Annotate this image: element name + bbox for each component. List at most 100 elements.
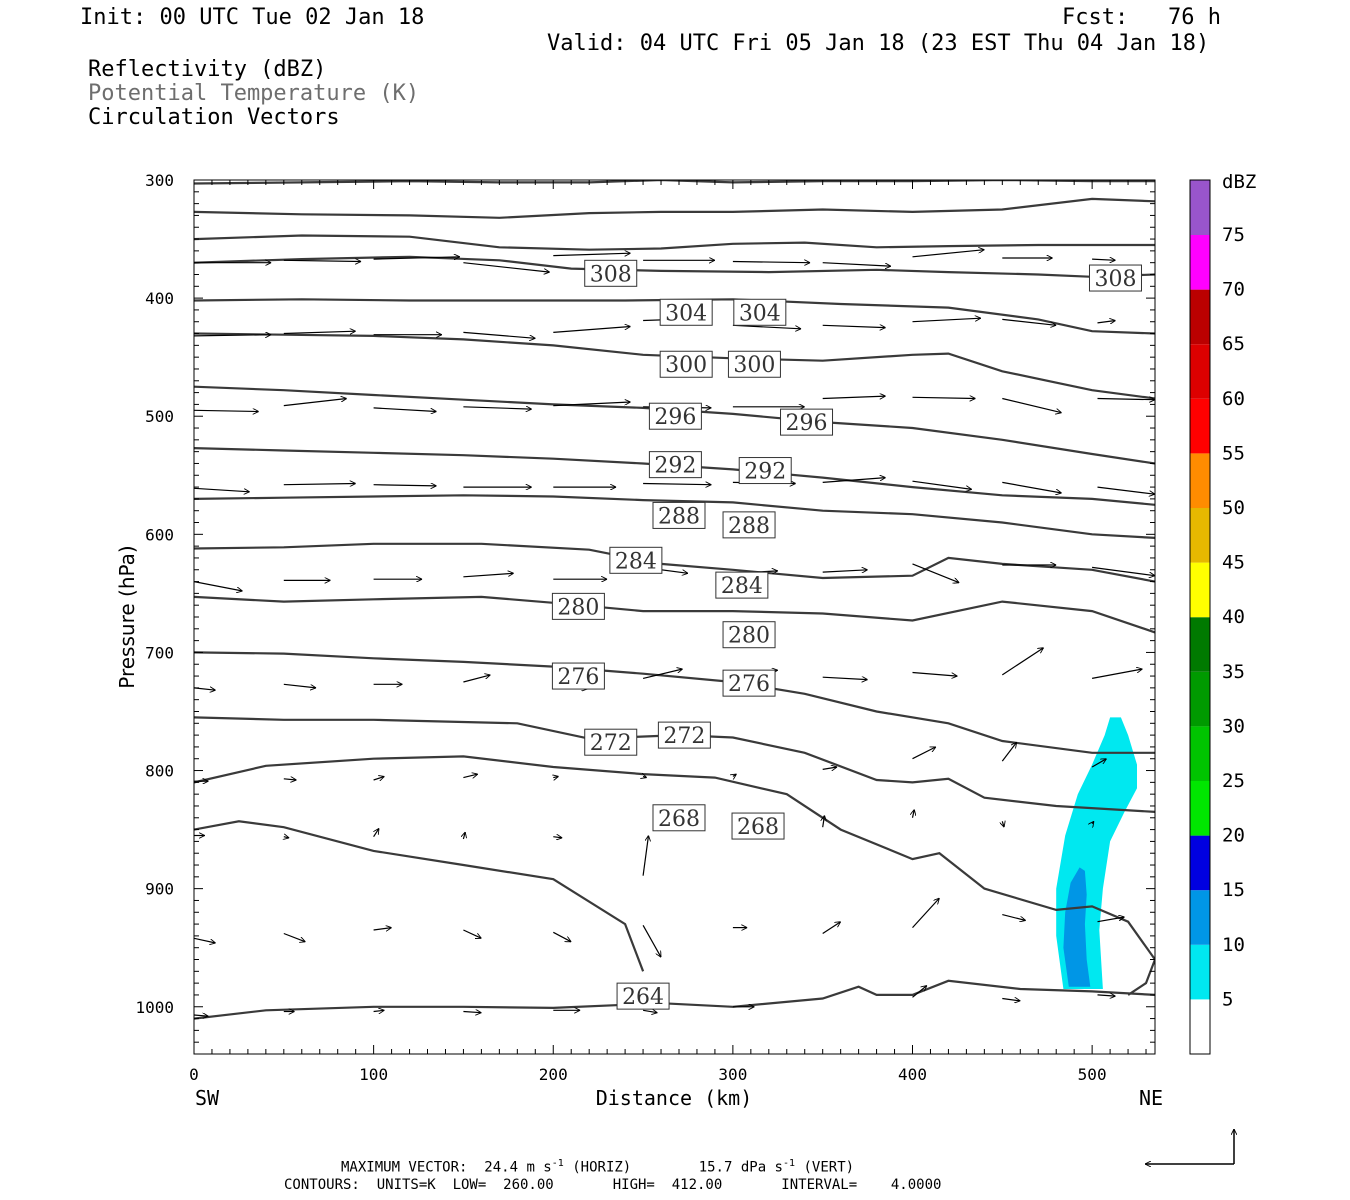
contour-label-box bbox=[733, 298, 787, 326]
contour-label: 300 bbox=[665, 353, 707, 378]
circulation-vector bbox=[912, 318, 981, 323]
contour-label-box bbox=[652, 501, 706, 529]
circulation-vector bbox=[373, 257, 460, 259]
colorbar-level-label: 10 bbox=[1222, 934, 1245, 956]
circulation-vector bbox=[194, 487, 250, 492]
circulation-vector bbox=[373, 828, 379, 838]
circulation-vector bbox=[373, 1010, 385, 1011]
contour-label: 276 bbox=[557, 665, 599, 690]
max-horiz-value: 24.4 bbox=[484, 1159, 519, 1176]
max-horiz-exponent: -1 bbox=[551, 1158, 564, 1169]
colorbar-level-label: 15 bbox=[1222, 879, 1245, 901]
circulation-vector bbox=[1091, 758, 1106, 768]
circulation-vector bbox=[283, 331, 356, 333]
circulation-vector bbox=[643, 1010, 657, 1012]
max-vert-tag: (VERT) bbox=[803, 1159, 855, 1176]
contour-label: 304 bbox=[739, 301, 781, 326]
circulation-vector bbox=[283, 399, 347, 407]
circulation-vector bbox=[643, 776, 647, 777]
contour-label: 280 bbox=[557, 595, 599, 620]
max-horiz-tag: (HORIZ) bbox=[572, 1159, 632, 1176]
circulation-vector bbox=[463, 331, 535, 338]
circulation-vector bbox=[553, 837, 562, 838]
circulation-vector bbox=[1001, 742, 1016, 762]
circulation-vector bbox=[913, 810, 915, 818]
circulation-vector bbox=[912, 563, 960, 583]
theta-contour-312 bbox=[194, 234, 1155, 251]
forecast-hour-text: Fcst: 76 h bbox=[1062, 5, 1221, 30]
colorbar-swatch-45 bbox=[1190, 508, 1210, 563]
circulation-vector bbox=[194, 410, 259, 411]
x-axis-right-label: NE bbox=[1139, 1086, 1163, 1110]
circulation-vector bbox=[373, 485, 437, 486]
contour-label: 308 bbox=[1094, 267, 1136, 292]
theta-contour-268 bbox=[194, 820, 645, 972]
x-tick-label: 200 bbox=[539, 1065, 568, 1084]
contour-label: 288 bbox=[728, 514, 770, 539]
theta-contour-284 bbox=[194, 542, 1155, 583]
circulation-vector bbox=[284, 837, 289, 838]
max-vert-units: dPa s bbox=[740, 1159, 783, 1176]
contour-label-box bbox=[652, 804, 706, 832]
contour-label: 280 bbox=[728, 624, 770, 649]
contour-label-box bbox=[648, 402, 702, 430]
circulation-vector bbox=[463, 675, 490, 683]
contour-label: 296 bbox=[654, 405, 696, 430]
colorbar-swatch-20 bbox=[1190, 781, 1210, 836]
colorbar-level-label: 50 bbox=[1222, 497, 1245, 519]
circulation-vector bbox=[283, 932, 306, 942]
colorbar-swatch-65 bbox=[1190, 289, 1210, 345]
circulation-vector bbox=[553, 402, 630, 407]
circulation-vector bbox=[463, 262, 549, 272]
x-axis-left-label: SW bbox=[195, 1086, 220, 1110]
circulation-vector bbox=[912, 250, 985, 258]
circulation-vector bbox=[912, 986, 927, 998]
colorbar-level-label: 45 bbox=[1222, 552, 1245, 574]
colorbar-swatch-40 bbox=[1190, 562, 1210, 618]
y-tick-label: 900 bbox=[145, 880, 174, 899]
contour-label-box bbox=[715, 571, 769, 599]
circulation-vector bbox=[642, 669, 683, 679]
contour-label-box bbox=[722, 621, 776, 649]
colorbar-swatch-25 bbox=[1190, 726, 1210, 781]
circulation-vector bbox=[553, 253, 630, 255]
axes: 0 100 200 300 400 500 300 400 500 600 700 800 900 100… bbox=[135, 171, 1155, 1084]
colorbar-swatch-30 bbox=[1190, 671, 1210, 727]
circulation-vector bbox=[194, 1015, 208, 1016]
circulation-vector bbox=[553, 776, 558, 777]
colorbar-swatch-55 bbox=[1190, 398, 1210, 454]
colorbar-level-label: 75 bbox=[1222, 224, 1245, 246]
circulation-vector bbox=[732, 262, 810, 263]
circulation-vector bbox=[822, 325, 886, 327]
circulation-vector bbox=[822, 570, 868, 572]
circulation-vector bbox=[912, 397, 976, 398]
circulation-vector bbox=[732, 324, 801, 329]
circulation-vector bbox=[822, 922, 841, 935]
circulation-vector bbox=[912, 746, 936, 760]
circulation-vector bbox=[463, 774, 477, 778]
circulation-vector bbox=[373, 928, 392, 930]
x-tick-label: 300 bbox=[718, 1065, 747, 1084]
circulation-vector bbox=[553, 327, 630, 333]
contour-label-box bbox=[551, 592, 605, 620]
colorbar-level-label: 5 bbox=[1222, 988, 1233, 1010]
colorbar-swatch-5 bbox=[1190, 944, 1210, 1000]
x-tick-label: 100 bbox=[359, 1065, 388, 1084]
y-tick-label: 300 bbox=[145, 171, 174, 190]
colorbar-level-label: 30 bbox=[1222, 715, 1245, 737]
circulation-vector bbox=[1002, 999, 1020, 1001]
circulation-vector bbox=[1097, 995, 1116, 996]
contour-label-box bbox=[722, 669, 776, 697]
circulation-vector bbox=[1001, 648, 1043, 676]
contour-label: 272 bbox=[663, 724, 705, 749]
max-vector-text: MAXIMUM VECTOR: 24.4 m s-1 (HORIZ) 15.7 … bbox=[341, 1159, 854, 1175]
colorbar-swatch-35 bbox=[1190, 617, 1210, 672]
valid-time-text: Valid: 04 UTC Fri 05 Jan 18 (23 EST Thu … bbox=[547, 31, 1210, 56]
contour-label: 304 bbox=[665, 301, 707, 326]
colorbar: 5 10 15 20 25 30 35 40 45 50 55 60 65 70 75 bbox=[1189, 179, 1245, 1055]
colorbar-swatch-50 bbox=[1190, 453, 1210, 508]
contours-info-text: CONTOURS: UNITS=K LOW= 260.00 HIGH= 412.… bbox=[284, 1177, 942, 1193]
colorbar-level-label: 25 bbox=[1222, 770, 1245, 792]
contour-label-box bbox=[659, 350, 713, 378]
